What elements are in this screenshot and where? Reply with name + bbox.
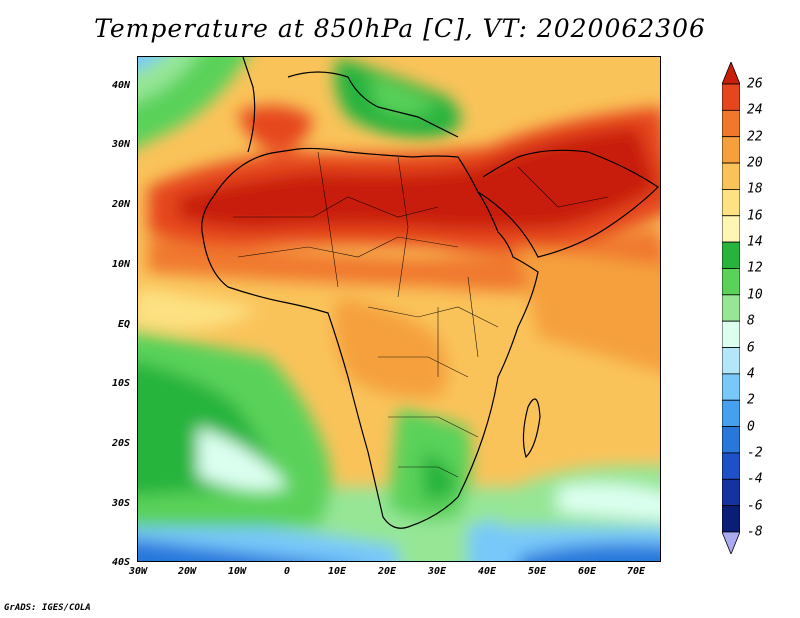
colorbar-swatch xyxy=(722,347,740,375)
colorbar-swatch xyxy=(722,189,740,217)
lon-label-70e: 70E xyxy=(626,566,646,577)
colorbar-label: -4 xyxy=(747,471,763,487)
colorbar-top-arrow xyxy=(722,62,740,85)
colorbar-swatch xyxy=(722,452,740,480)
map-svg xyxy=(138,57,660,561)
lat-label-30s: 30S xyxy=(111,498,130,509)
colorbar-label: 2 xyxy=(747,392,755,408)
lon-label-20e: 20E xyxy=(377,566,397,577)
colorbar-label: 14 xyxy=(747,234,763,250)
lon-label-20w: 20W xyxy=(177,566,197,577)
colorbar-swatch xyxy=(722,162,740,190)
lat-label-20n: 20N xyxy=(111,199,130,210)
colorbar-label: -2 xyxy=(747,445,763,461)
colorbar-label: 12 xyxy=(747,260,763,276)
lat-label-eq: EQ xyxy=(117,319,130,330)
colorbar-label: 8 xyxy=(747,313,755,329)
lat-label-10n: 10N xyxy=(111,259,130,270)
colorbar-swatch xyxy=(722,505,740,533)
lat-label-40s: 40S xyxy=(111,557,130,568)
colorbar-label: 26 xyxy=(747,76,763,92)
lat-label-40n: 40N xyxy=(111,80,130,91)
colorbar-swatch xyxy=(722,241,740,269)
colorbar xyxy=(722,62,740,554)
colorbar-bottom-arrow xyxy=(722,531,740,554)
colorbar-swatch xyxy=(722,215,740,243)
colorbar-swatch xyxy=(722,83,740,111)
colorbar-swatch xyxy=(722,320,740,348)
lon-label-30e: 30E xyxy=(427,566,447,577)
colorbar-label: 20 xyxy=(747,155,763,171)
colorbar-label: -6 xyxy=(747,498,763,514)
lon-label-0: 0 xyxy=(283,566,291,577)
lat-label-20s: 20S xyxy=(111,438,130,449)
colorbar-swatch xyxy=(722,136,740,164)
lon-label-50e: 50E xyxy=(527,566,547,577)
temperature-map xyxy=(137,56,661,562)
colorbar-label: 0 xyxy=(747,419,755,435)
country-borders xyxy=(233,151,609,478)
colorbar-label: 6 xyxy=(747,340,755,356)
lon-label-10e: 10E xyxy=(327,566,347,577)
colorbar-swatch xyxy=(722,109,740,138)
colorbar-label: 18 xyxy=(747,181,763,197)
colorbar-label: -8 xyxy=(747,524,763,540)
footer-credit: GrADS: IGES/COLA xyxy=(4,603,91,613)
lon-label-30w: 30W xyxy=(128,566,148,577)
colorbar-swatch xyxy=(722,478,740,507)
temperature-field xyxy=(138,57,660,561)
colorbar-label: 24 xyxy=(747,102,763,118)
map-title: Temperature at 850hPa [C], VT: 202006230… xyxy=(94,14,706,43)
lon-label-40e: 40E xyxy=(477,566,497,577)
colorbar-label: 4 xyxy=(747,366,755,382)
colorbar-swatch xyxy=(722,268,740,296)
lat-label-30n: 30N xyxy=(111,139,130,150)
colorbar-swatch xyxy=(722,373,740,401)
lon-label-10w: 10W xyxy=(227,566,247,577)
colorbar-swatch xyxy=(722,399,740,427)
colorbar-label: 22 xyxy=(747,129,763,145)
colorbar-swatch xyxy=(722,426,740,454)
lat-label-10s: 10S xyxy=(111,378,130,389)
colorbar-label: 10 xyxy=(747,287,763,303)
colorbar-swatch xyxy=(722,294,740,322)
coastlines xyxy=(201,57,659,529)
lon-label-60e: 60E xyxy=(577,566,597,577)
colorbar-label: 16 xyxy=(747,208,763,224)
